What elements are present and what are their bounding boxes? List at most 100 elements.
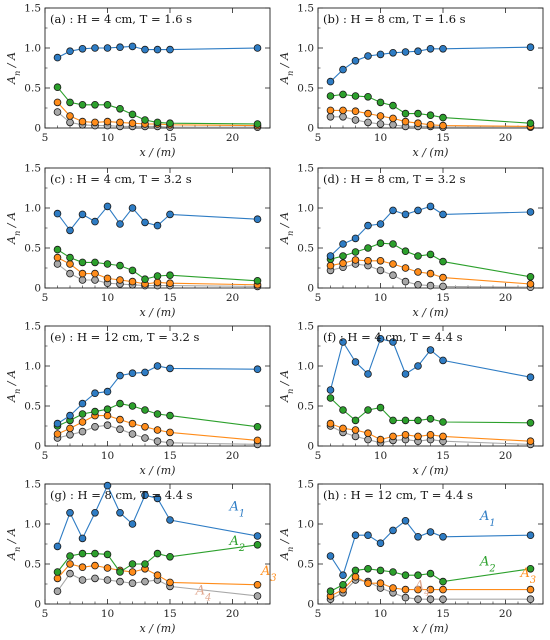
y-axis-label: An / A — [5, 212, 22, 245]
series-line-a2 — [57, 86, 258, 125]
x-axis-label: x / (m) — [413, 146, 449, 159]
point-a1 — [401, 370, 410, 378]
point-a2 — [116, 568, 124, 576]
point-a2 — [53, 568, 62, 576]
x-tick-label: 5 — [315, 132, 322, 144]
point-a1 — [128, 520, 137, 528]
point-a2 — [153, 549, 162, 558]
series-label-a1: A1 — [479, 509, 496, 529]
y-tick-label: 0.5 — [297, 243, 314, 255]
point-a4 — [91, 574, 99, 583]
y-tick-label: 0.5 — [24, 243, 41, 255]
point-a1 — [326, 77, 335, 86]
panel-title: (b) : H = 8 cm, T = 1.6 s — [323, 12, 466, 26]
y-tick-label: 0 — [34, 441, 41, 453]
point-a4 — [78, 427, 87, 436]
point-a1 — [364, 52, 372, 60]
plot-frame — [44, 7, 271, 129]
y-tick-label: 1.5 — [297, 479, 314, 491]
x-tick-label: 10 — [374, 450, 387, 462]
point-a3 — [326, 106, 335, 115]
y-tick-label: 1.5 — [24, 321, 41, 333]
point-a4 — [78, 276, 87, 284]
y-tick-label: 0.5 — [24, 401, 41, 413]
point-a3 — [364, 109, 372, 118]
point-a3 — [66, 424, 74, 433]
point-a3 — [66, 260, 74, 268]
point-a3 — [401, 430, 410, 439]
y-tick-label: 0 — [34, 123, 41, 135]
point-a1 — [364, 221, 372, 230]
point-a4 — [389, 271, 397, 280]
point-a4 — [141, 434, 149, 442]
point-a2 — [364, 564, 372, 573]
y-tick-label: 0 — [307, 283, 314, 295]
series-label-a2: A2 — [229, 534, 246, 554]
point-a4 — [53, 108, 62, 116]
point-a1 — [389, 48, 397, 57]
y-tick-label: 0 — [307, 599, 314, 611]
point-a3 — [326, 261, 335, 270]
point-a4 — [116, 577, 124, 586]
point-a3 — [66, 112, 74, 120]
point-a3 — [426, 430, 435, 439]
point-a2 — [426, 569, 435, 578]
y-tick-label: 1.5 — [297, 321, 314, 333]
x-axis-label: x / (m) — [413, 622, 449, 635]
point-a1 — [526, 43, 535, 51]
point-a3 — [351, 572, 360, 581]
point-a1 — [439, 44, 447, 53]
point-a1 — [364, 531, 372, 539]
point-a3 — [414, 585, 422, 594]
point-a1 — [401, 48, 410, 56]
point-a1 — [166, 516, 174, 524]
y-axis-label: An / A — [278, 528, 295, 561]
point-a3 — [414, 268, 422, 276]
point-a2 — [128, 110, 137, 119]
y-axis-label: An / A — [278, 52, 295, 85]
y-tick-label: 0.5 — [24, 83, 41, 95]
x-tick-label: 15 — [436, 608, 449, 620]
point-a3 — [53, 574, 62, 583]
point-a2 — [326, 394, 335, 402]
point-a2 — [78, 101, 87, 109]
point-a2 — [78, 258, 87, 267]
point-a4 — [414, 595, 422, 603]
y-tick-label: 0.5 — [24, 559, 41, 571]
point-a1 — [439, 356, 447, 365]
point-a2 — [166, 411, 174, 420]
point-a3 — [351, 107, 360, 115]
point-a1 — [66, 508, 74, 517]
point-a2 — [351, 566, 360, 575]
point-a2 — [53, 245, 62, 254]
point-a1 — [103, 44, 112, 52]
y-tick-label: 1.0 — [297, 361, 314, 373]
point-a2 — [128, 402, 137, 410]
point-a1 — [166, 364, 174, 373]
point-a2 — [141, 560, 149, 568]
x-axis-label: x / (m) — [140, 464, 176, 477]
point-a1 — [326, 252, 335, 260]
point-a1 — [526, 373, 535, 382]
point-a2 — [376, 566, 385, 575]
x-tick-label: 20 — [226, 132, 239, 144]
point-a1 — [53, 53, 62, 62]
point-a2 — [389, 101, 397, 110]
point-a3 — [376, 112, 385, 120]
point-a4 — [364, 118, 372, 127]
point-a2 — [426, 250, 435, 259]
x-tick-label: 20 — [499, 450, 512, 462]
point-a4 — [91, 422, 99, 431]
point-a3 — [401, 585, 410, 594]
y-axis-label: An / A — [278, 370, 295, 403]
point-a3 — [116, 276, 124, 284]
point-a4 — [103, 576, 112, 584]
point-a3 — [153, 278, 162, 287]
series-line-a2 — [57, 544, 258, 573]
point-a4 — [376, 266, 385, 275]
point-a1 — [103, 481, 112, 490]
point-a2 — [78, 410, 87, 418]
point-a1 — [339, 240, 347, 248]
x-tick-label: 20 — [499, 608, 512, 620]
